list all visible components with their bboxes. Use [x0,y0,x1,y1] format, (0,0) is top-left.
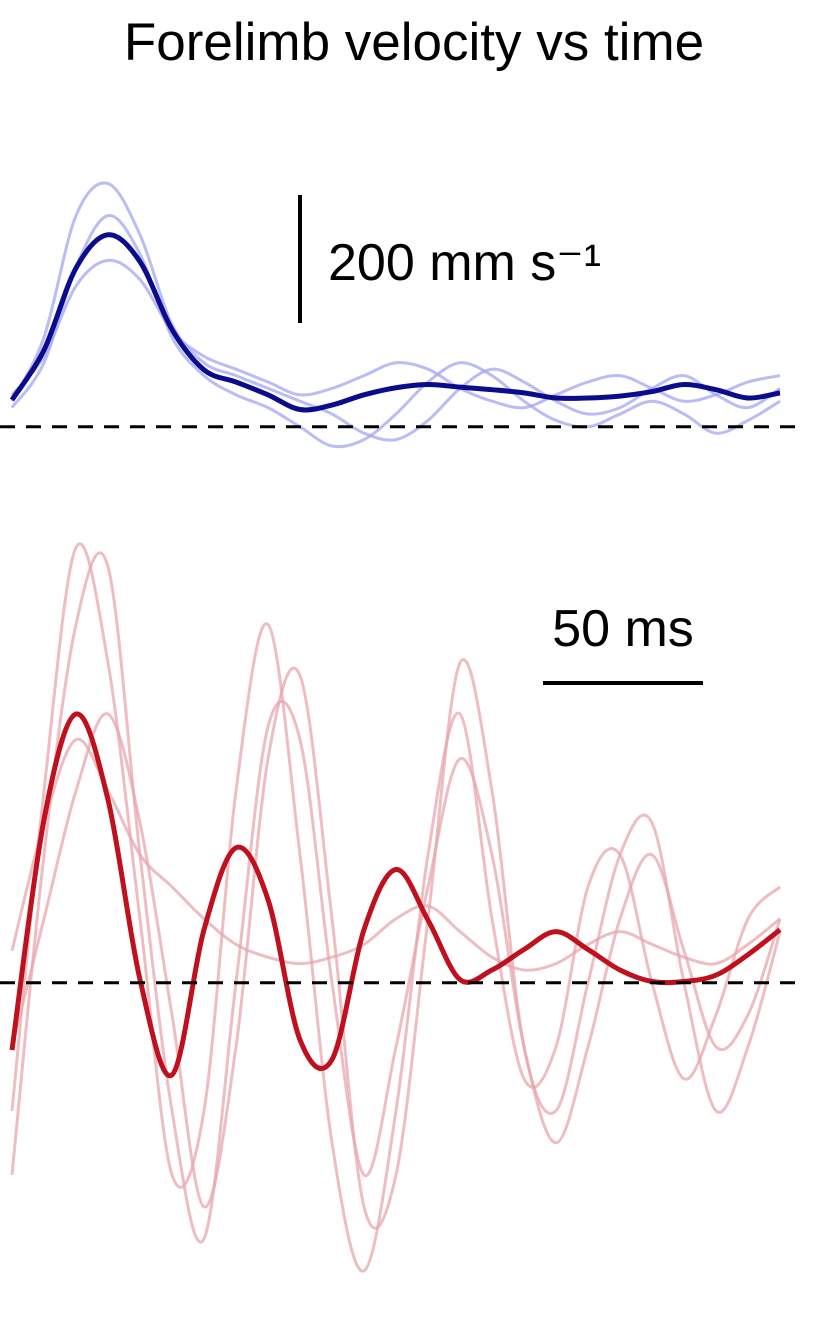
trial-trace [10,737,781,972]
mean-trace [9,711,782,1079]
trial-trace [10,258,781,410]
mean-trace [9,232,781,413]
trial-trace [10,658,782,1230]
y-scale-label: 200 mm s⁻¹ [328,234,601,292]
chart-title: Forelimb velocity vs time [124,13,704,72]
x-scale-label: 50 ms [552,600,694,658]
trial-trace [10,214,781,449]
trial-trace [10,551,782,1244]
trial-trace [10,181,781,442]
